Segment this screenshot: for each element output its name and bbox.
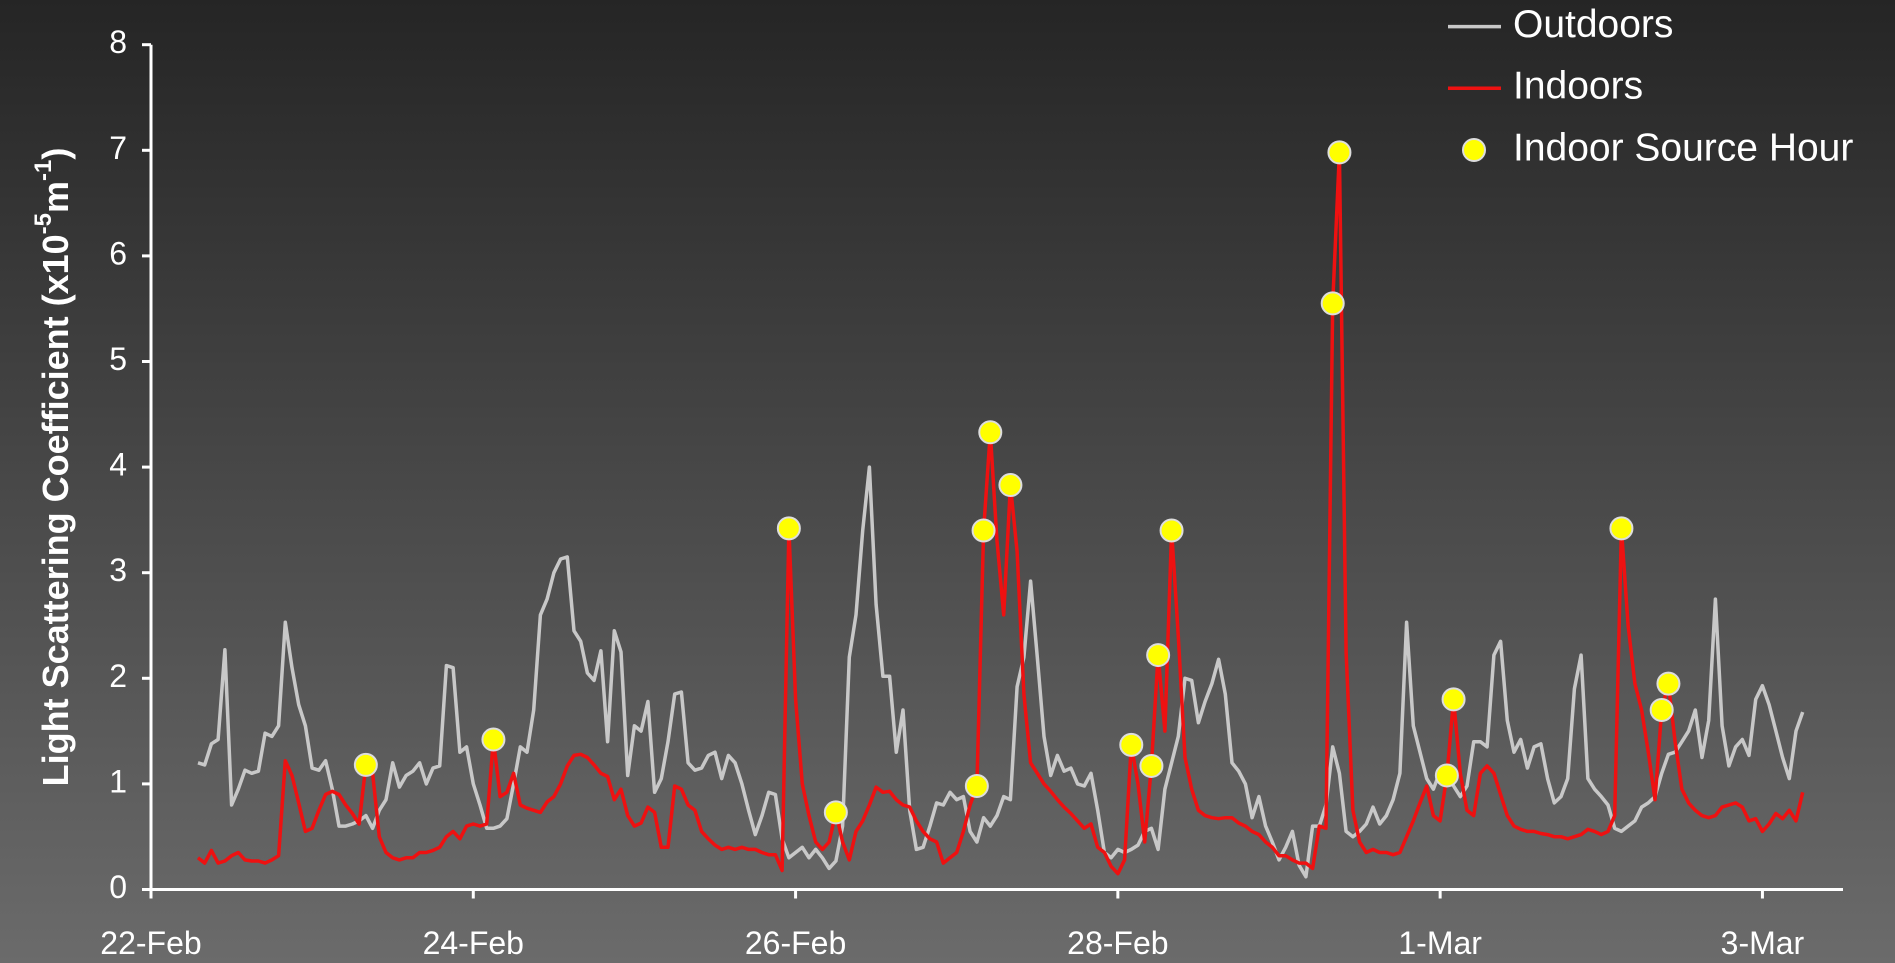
source-marker bbox=[481, 727, 506, 752]
source-marker bbox=[353, 752, 378, 777]
source-marker bbox=[1441, 687, 1466, 712]
x-tick-label: 3-Mar bbox=[1721, 925, 1805, 961]
source-marker bbox=[971, 518, 996, 543]
x-tick-label: 26-Feb bbox=[745, 925, 846, 961]
x-tick-label: 24-Feb bbox=[423, 925, 524, 961]
y-tick-label: 1 bbox=[109, 763, 127, 799]
source-marker bbox=[1119, 732, 1144, 757]
source-marker bbox=[1139, 753, 1164, 778]
y-label-part: m bbox=[35, 181, 76, 213]
source-marker bbox=[978, 420, 1003, 445]
y-tick-label: 4 bbox=[109, 447, 127, 483]
legend-marker bbox=[1462, 138, 1486, 162]
y-label-part: ) bbox=[35, 148, 76, 160]
y-tick-label: 5 bbox=[109, 341, 127, 377]
y-tick-label: 8 bbox=[109, 24, 127, 60]
x-tick-label: 1-Mar bbox=[1398, 925, 1482, 961]
y-tick-label: 3 bbox=[109, 552, 127, 588]
line-series bbox=[196, 150, 1805, 876]
source-marker bbox=[964, 774, 989, 799]
legend-label: Indoors bbox=[1513, 65, 1643, 108]
source-marker bbox=[1434, 763, 1459, 788]
source-marker bbox=[1146, 643, 1171, 668]
source-marker bbox=[998, 473, 1023, 498]
source-marker bbox=[1656, 671, 1681, 696]
y-label-part: -1 bbox=[30, 160, 57, 181]
legend-label: Outdoors bbox=[1513, 3, 1673, 46]
y-axis-label: Light Scattering Coefficient (x10-5m-1) bbox=[30, 148, 76, 787]
source-marker bbox=[1320, 291, 1345, 316]
y-tick-label: 0 bbox=[109, 869, 127, 905]
source-marker bbox=[823, 800, 848, 825]
y-tick-label: 7 bbox=[109, 130, 127, 166]
y-label-part: -5 bbox=[30, 213, 57, 234]
legend-label: Indoor Source Hour bbox=[1513, 126, 1853, 169]
y-label-part: Light Scattering Coefficient (x10 bbox=[35, 234, 76, 786]
source-marker bbox=[1159, 518, 1184, 543]
source-marker bbox=[1649, 697, 1674, 722]
line-series bbox=[197, 465, 1805, 879]
y-tick-label: 2 bbox=[109, 658, 127, 694]
x-tick-label: 28-Feb bbox=[1067, 925, 1168, 961]
source-marker bbox=[1609, 516, 1634, 541]
source-marker bbox=[776, 516, 801, 541]
source-marker bbox=[1327, 140, 1352, 165]
x-tick-label: 22-Feb bbox=[100, 925, 201, 961]
y-tick-label: 6 bbox=[109, 235, 127, 271]
